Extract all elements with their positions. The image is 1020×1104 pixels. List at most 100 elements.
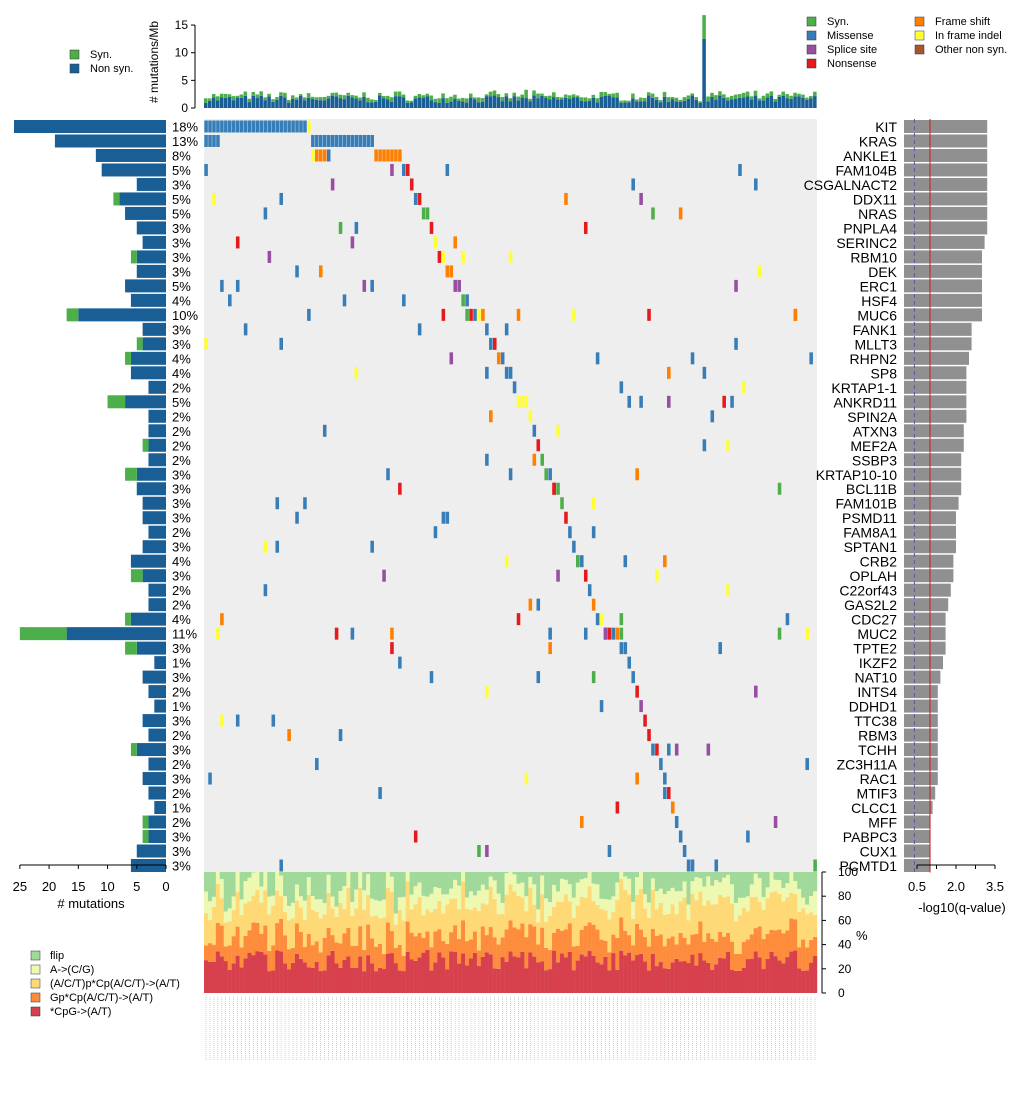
tmb-bar-syn <box>330 92 335 97</box>
spectrum-segment <box>642 961 648 993</box>
spectrum-segment <box>524 872 529 897</box>
spectrum-segment <box>726 896 731 933</box>
gene-count-bar-syn <box>130 569 143 583</box>
spectrum-segment <box>512 927 517 957</box>
spectrum-segment <box>389 876 395 892</box>
gene-percent-label: 2% <box>172 438 191 453</box>
tmb-bar-nonsyn <box>457 100 461 108</box>
spectrum-segment <box>417 872 422 883</box>
spectrum-segment <box>639 888 644 930</box>
tmb-bar-nonsyn <box>619 102 623 108</box>
gene-name-label: RBM3 <box>858 728 897 744</box>
spectrum-segment <box>555 872 561 892</box>
spectrum-segment <box>785 897 790 931</box>
mutation-cell <box>568 526 572 539</box>
spectrum-segment <box>646 970 652 993</box>
spectrum-segment <box>536 922 541 945</box>
gene-qvalue-bar <box>904 844 930 858</box>
tmb-bar-syn <box>461 97 465 102</box>
spectrum-segment <box>559 930 565 954</box>
variant-legend-swatch <box>806 30 817 41</box>
mutation-cell <box>595 613 600 626</box>
mutation-cell <box>489 410 493 423</box>
spectrum-segment <box>441 913 446 942</box>
gene-count-bar-syn <box>107 395 126 409</box>
spectrum-segment <box>658 902 663 935</box>
mutation-cell <box>777 627 782 640</box>
spectrum-segment <box>283 935 288 964</box>
mutation-cell <box>809 352 813 365</box>
gene-count-bar-nonsyn <box>142 322 166 336</box>
spectrum-segment <box>413 960 418 993</box>
spectrum-segment <box>559 953 565 993</box>
tmb-bar-syn <box>777 94 782 97</box>
spectrum-segment <box>370 916 375 939</box>
gene-count-bar-nonsyn <box>125 206 166 220</box>
spectrum-segment <box>287 920 292 950</box>
spectrum-segment <box>275 950 280 993</box>
spectrum-segment <box>421 915 426 938</box>
mutation-cell <box>572 540 576 553</box>
gene-qvalue-bar <box>904 467 962 481</box>
spectrum-segment <box>358 887 363 927</box>
spectrum-segment <box>678 961 683 993</box>
mutation-cell <box>615 801 620 814</box>
mutation-cell <box>485 323 489 336</box>
spectrum-segment <box>496 944 501 969</box>
spectrum-segment <box>227 969 232 993</box>
mutation-cell <box>659 758 663 771</box>
spectrum-segment <box>433 872 438 888</box>
gene-count-bar-syn <box>130 743 137 757</box>
tmb-bar-syn <box>757 98 762 101</box>
tmb-bar-syn <box>223 93 228 98</box>
gene-percent-label: 13% <box>172 134 198 149</box>
tmb-bar-nonsyn <box>409 102 414 108</box>
mutation-cell <box>544 468 548 481</box>
spectrum-segment <box>441 957 446 993</box>
spectrum-segment <box>429 912 434 948</box>
gene-qvalue-bar <box>904 801 933 815</box>
spectrum-segment <box>579 896 584 930</box>
spectrum-segment <box>378 872 383 901</box>
spectrum-segment <box>777 960 782 993</box>
spectrum-segment <box>575 905 580 946</box>
gene-qvalue-bar <box>904 743 938 757</box>
mutation-cell <box>318 149 323 162</box>
spectrum-segment <box>627 878 632 895</box>
spectrum-segment <box>627 872 632 879</box>
spectrum-segment <box>279 919 284 952</box>
gene-count-bar-nonsyn <box>148 786 166 800</box>
spectrum-segment <box>559 901 565 931</box>
spectrum-segment <box>239 899 244 916</box>
tmb-bar-syn <box>267 93 271 97</box>
spectrum-segment <box>555 891 561 902</box>
mutation-cell <box>580 816 584 829</box>
spectrum-segment <box>350 872 355 902</box>
mutation-cell <box>315 134 319 147</box>
tmb-bar-nonsyn <box>211 97 216 108</box>
tmb-bar-nonsyn <box>461 101 465 108</box>
spectrum-segment <box>366 895 371 925</box>
gene-name-label: CDC27 <box>851 612 897 628</box>
gene-percent-label: 2% <box>172 815 191 830</box>
spectrum-segment <box>334 916 339 943</box>
spectrum-segment <box>453 951 458 993</box>
spectrum-segment <box>544 921 549 948</box>
tmb-bar-nonsyn <box>468 97 473 108</box>
spectrum-segment <box>769 929 774 952</box>
tmb-bar-nonsyn <box>322 100 327 108</box>
spectrum-segment <box>381 917 387 955</box>
spectrum-segment <box>516 895 521 930</box>
spectrum-segment <box>785 883 790 898</box>
spectrum-segment <box>583 925 588 957</box>
mutation-cell <box>231 120 236 133</box>
tmb-bar-nonsyn <box>275 99 279 108</box>
gene-count-bar-nonsyn <box>54 134 166 148</box>
spectrum-segment <box>508 920 513 952</box>
mutation-cell <box>734 279 738 292</box>
mutation-cell <box>690 859 695 872</box>
matrix-background <box>204 119 817 873</box>
spectrum-segment <box>797 968 802 993</box>
spectrum-segment <box>520 923 525 953</box>
gene-count-bar-nonsyn <box>119 192 166 206</box>
